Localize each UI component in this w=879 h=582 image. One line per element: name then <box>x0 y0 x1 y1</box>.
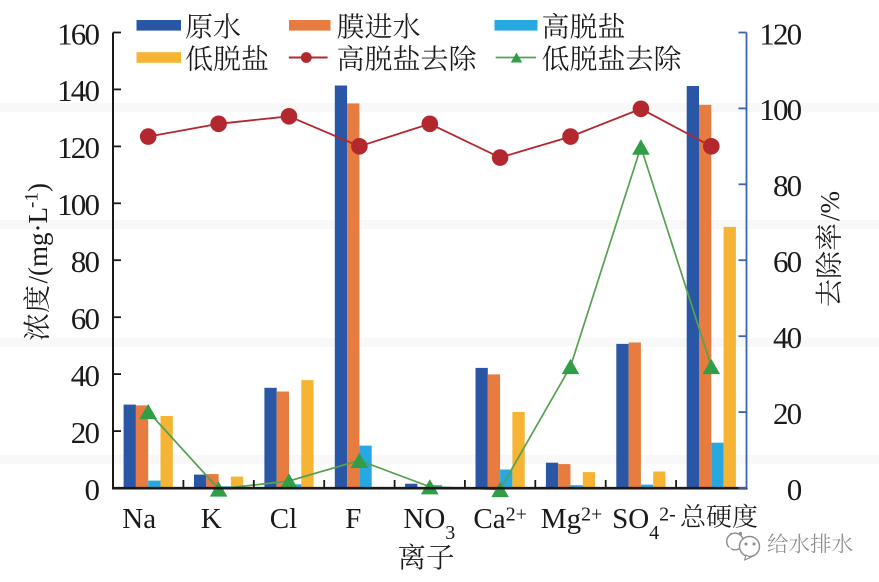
svg-text:120: 120 <box>759 16 801 51</box>
svg-text:-1: -1 <box>22 192 43 208</box>
svg-text:SO: SO <box>612 503 649 535</box>
svg-text:NO: NO <box>403 503 445 535</box>
svg-text:4: 4 <box>649 522 659 544</box>
svg-text:/(mg·L: /(mg·L <box>23 207 53 283</box>
svg-text:20: 20 <box>773 396 802 431</box>
svg-text:F: F <box>345 503 361 535</box>
svg-text:Na: Na <box>122 503 156 535</box>
svg-text:K: K <box>201 503 222 535</box>
svg-text:60: 60 <box>71 301 100 336</box>
svg-text:2-: 2- <box>659 504 676 526</box>
svg-text:40: 40 <box>71 358 100 393</box>
svg-text:40: 40 <box>773 320 802 355</box>
svg-text:100: 100 <box>57 187 99 222</box>
svg-text:20: 20 <box>71 415 100 450</box>
svg-text:2+: 2+ <box>506 504 527 526</box>
svg-text:Mg: Mg <box>541 503 581 535</box>
svg-text:Ca: Ca <box>473 503 505 535</box>
svg-text:80: 80 <box>773 168 802 203</box>
svg-text:2+: 2+ <box>581 504 602 526</box>
svg-text:60: 60 <box>773 244 802 279</box>
svg-text:80: 80 <box>71 244 100 279</box>
svg-text:140: 140 <box>57 73 99 108</box>
svg-text:0: 0 <box>787 472 802 507</box>
svg-text:Cl: Cl <box>270 503 297 535</box>
svg-text:160: 160 <box>57 16 99 51</box>
svg-text:/%: /% <box>815 191 845 221</box>
svg-text:3: 3 <box>445 522 455 544</box>
svg-text:120: 120 <box>57 130 99 165</box>
svg-text:0: 0 <box>84 472 99 507</box>
svg-text:100: 100 <box>759 92 801 127</box>
svg-text:): ) <box>23 183 53 192</box>
